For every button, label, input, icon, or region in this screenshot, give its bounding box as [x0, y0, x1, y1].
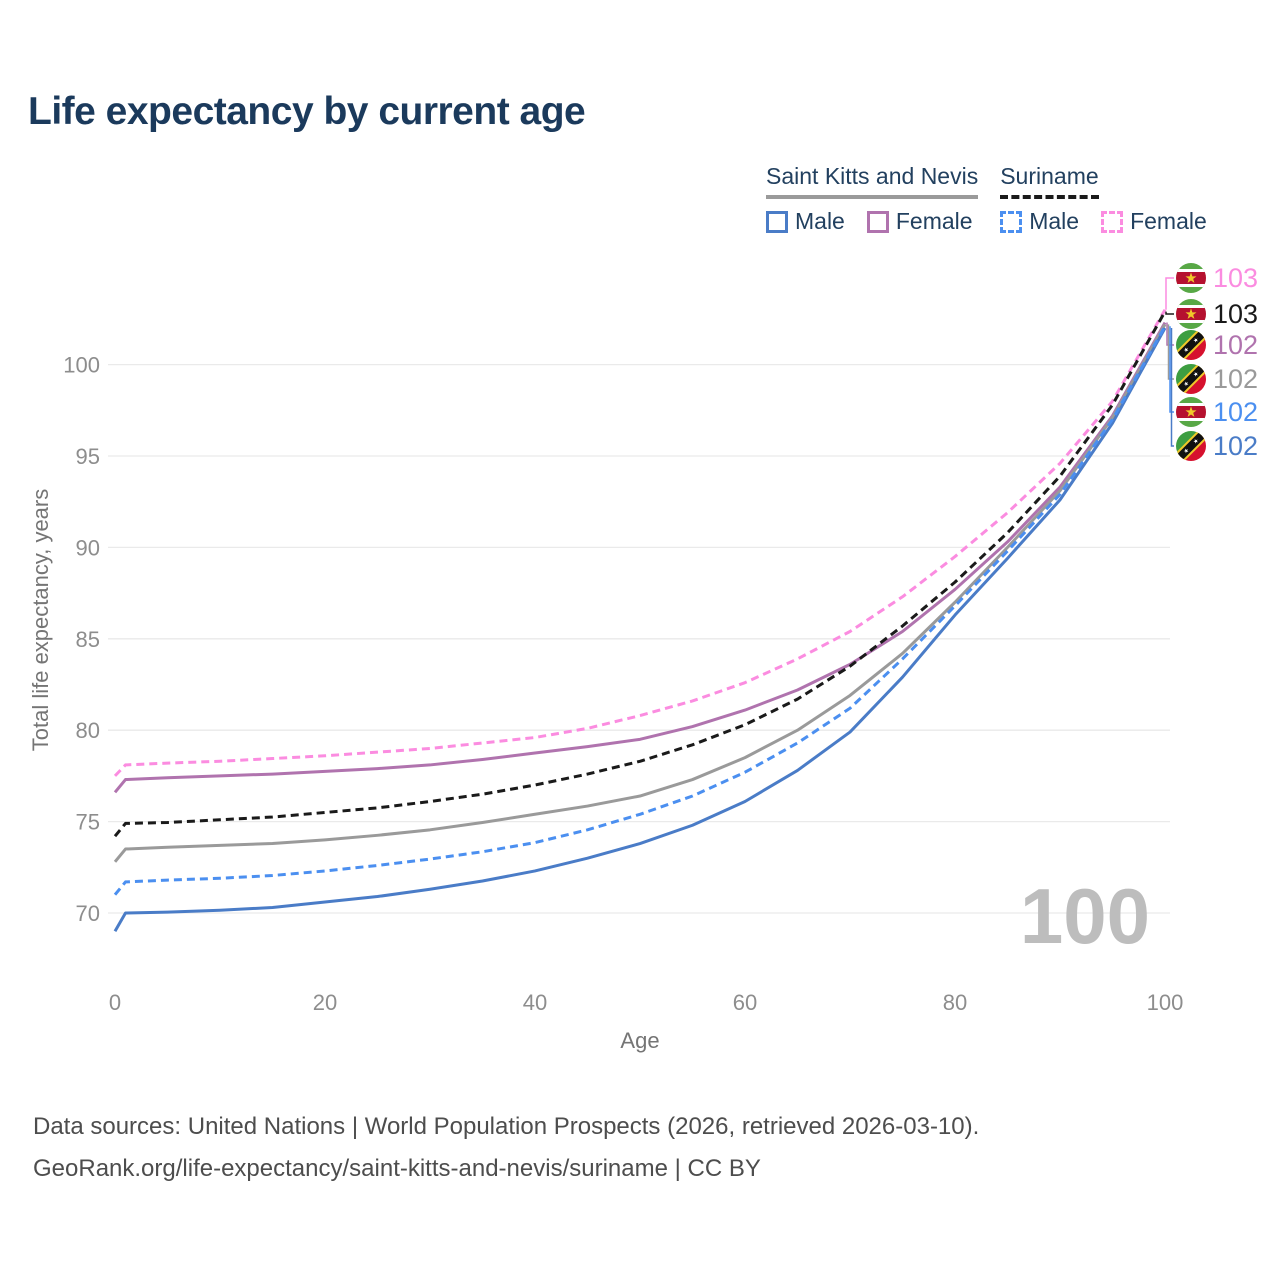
x-tick-label: 80	[943, 990, 967, 1015]
end-value: 102	[1213, 431, 1259, 461]
series-line-suriname-both-sexes[interactable]	[113, 310, 1167, 838]
y-tick-label: 80	[76, 718, 100, 743]
end-label-connector	[1169, 326, 1174, 413]
legend-item-suriname-male[interactable]: Male	[1000, 208, 1079, 235]
series-end-label-skn-both: 102	[1176, 364, 1258, 394]
legend-item-label: Female	[1130, 208, 1207, 234]
attribution-line: GeoRank.org/life-expectancy/saint-kitts-…	[33, 1155, 761, 1182]
skn-female-swatch-icon	[866, 210, 889, 233]
legend-group-title-saint-kitts-and-nevis: Saint Kitts and Nevis	[766, 163, 979, 199]
end-label-connector	[1165, 277, 1174, 310]
end-value: 103	[1213, 263, 1259, 293]
end-value: 102	[1213, 397, 1259, 427]
legend-group-suriname: Suriname Male Female	[1000, 163, 1207, 235]
y-tick-label: 95	[76, 444, 100, 469]
y-axis-title: Total life expectancy, years	[28, 489, 53, 752]
life-expectancy-chart: 70 75 80 85 90 95 100 0 20 40 60 80 100 Age Total life…	[28, 277, 1184, 1053]
x-tick-label: 100	[1147, 990, 1184, 1015]
legend-group-title-suriname: Suriname	[1000, 163, 1099, 199]
current-age-watermark: 100	[1020, 872, 1150, 960]
x-tick-label: 20	[313, 990, 337, 1015]
y-tick-label: 100	[63, 353, 100, 378]
legend-item-skn-male[interactable]: Male	[766, 208, 845, 235]
suriname-flag-icon	[1176, 263, 1206, 293]
x-axis-title: Age	[620, 1028, 659, 1053]
series-line-suriname-female[interactable]	[113, 309, 1167, 777]
legend-item-label: Female	[895, 208, 973, 234]
suriname-male-swatch-icon	[1000, 210, 1023, 233]
legend-item-label: Male	[1029, 208, 1080, 234]
legend-items: Male Female	[766, 208, 978, 235]
legend: Saint Kitts and Nevis Male Female Surina…	[766, 163, 1207, 235]
legend-items: Male Female	[1000, 208, 1207, 235]
series-end-label-suriname-male: 102	[1176, 397, 1258, 427]
y-tick-label: 90	[76, 535, 100, 560]
saint-kitts-flag-icon	[1176, 330, 1206, 360]
suriname-flag-icon	[1176, 397, 1206, 427]
series-end-label-suriname-both: 103	[1176, 299, 1258, 329]
skn-male-swatch-icon	[766, 210, 788, 233]
legend-item-suriname-female[interactable]: Female	[1101, 208, 1207, 235]
series-line-saint-kitts-and-nevis-both-sexes[interactable]	[113, 323, 1167, 863]
x-tick-label: 40	[523, 990, 547, 1015]
y-tick-label: 75	[76, 810, 100, 835]
end-label-connector	[1165, 311, 1174, 315]
page-title: Life expectancy by current age	[28, 90, 586, 133]
legend-item-skn-female[interactable]: Female	[866, 208, 973, 235]
series-line-saint-kitts-and-nevis-male[interactable]	[113, 327, 1167, 933]
saint-kitts-flag-icon	[1176, 431, 1206, 461]
series-end-label-skn-male: 102	[1176, 431, 1258, 461]
x-tick-label: 60	[733, 990, 757, 1015]
x-tick-label: 0	[109, 990, 121, 1015]
series-line-saint-kitts-and-nevis-female[interactable]	[113, 321, 1167, 794]
y-tick-label: 85	[76, 627, 100, 652]
end-label-connector	[1170, 328, 1174, 447]
legend-group-saint-kitts-and-nevis: Saint Kitts and Nevis Male Female	[766, 163, 979, 235]
footer: Data sources: United Nations | World Pop…	[33, 1106, 979, 1190]
y-tick-label: 70	[76, 901, 100, 926]
data-sources-line: Data sources: United Nations | World Pop…	[33, 1113, 980, 1140]
suriname-flag-icon	[1176, 299, 1206, 329]
series-end-label-skn-female: 102	[1176, 330, 1258, 360]
saint-kitts-flag-icon	[1176, 364, 1206, 394]
series-end-label-suriname-female: 103	[1176, 263, 1258, 293]
end-value: 102	[1213, 364, 1259, 394]
series-line-suriname-male[interactable]	[113, 325, 1167, 896]
legend-item-label: Male	[795, 208, 845, 234]
end-value: 103	[1213, 299, 1259, 329]
suriname-female-swatch-icon	[1101, 210, 1124, 233]
end-value: 102	[1213, 330, 1259, 360]
